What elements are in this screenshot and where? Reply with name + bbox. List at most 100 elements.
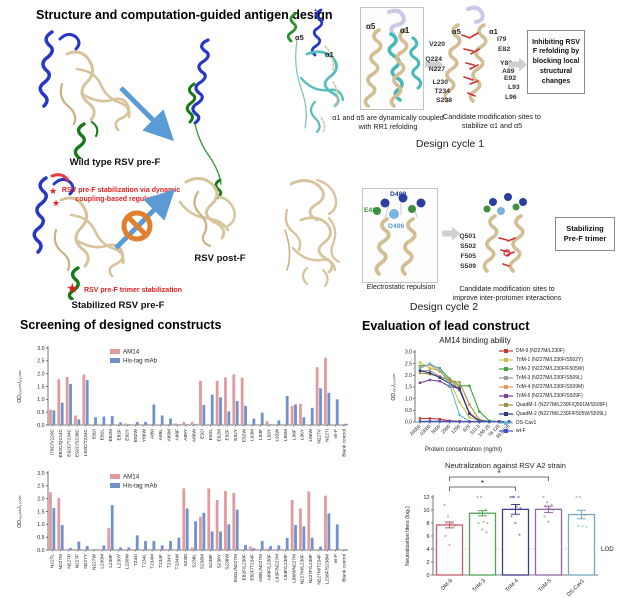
svg-text:E82C/Q224C: E82C/Q224C	[58, 428, 64, 457]
svg-text:S238Y: S238Y	[216, 553, 222, 568]
arrow-wild-to-postf	[119, 86, 175, 142]
cycle1-sites-structure	[444, 5, 488, 103]
cycle2-sites-structure	[482, 193, 527, 273]
legend-entry: QuadM-2 (N227M/L230F/F505W/S509L)	[499, 409, 617, 418]
stab-star-icon: ★	[52, 198, 61, 208]
site-label: L93	[508, 84, 520, 91]
site-label: E92	[504, 75, 517, 82]
svg-text:L96Y: L96Y	[300, 428, 306, 440]
site-label: S238	[436, 97, 452, 104]
site-label: F505	[460, 253, 477, 260]
svg-text:N227F: N227F	[75, 554, 81, 568]
cycle2-trimer-structure	[284, 178, 341, 288]
screening-chart-top: 0.0 0.5 1.0 1.5 2.0 2.5 3.0 OD₄₅₀ₙₘ/₆₃₀ₙₘ I79C/V…	[17, 346, 348, 458]
cycle1-zoom-alpha5-label: α5	[366, 22, 376, 31]
svg-text:Protein concentration (ng/ml): Protein concentration (ng/ml)	[425, 447, 502, 453]
svg-text:E92W: E92W	[241, 429, 247, 443]
site-label: V220	[429, 41, 445, 48]
svg-text:OD₄₅₀ₙₘ/₆₃₀ₙₘ: OD₄₅₀ₙₘ/₆₃₀ₙₘ	[17, 370, 23, 403]
svg-text:0.0: 0.0	[37, 423, 44, 429]
svg-text:0.0: 0.0	[405, 420, 412, 426]
svg-text:DS-Cav1: DS-Cav1	[566, 578, 586, 598]
site-label: S502	[460, 243, 476, 250]
svg-text:625: 625	[462, 423, 472, 433]
svg-text:E82F/L230F: E82F/L230F	[241, 554, 247, 580]
cycle1-zoom-alpha1-label: α1	[400, 26, 410, 35]
svg-text:wt-F: wt-F	[333, 429, 339, 438]
cycle1-sites-caption: Candidate modification sites to stabiliz…	[443, 112, 541, 130]
cycle1-overview-structure	[286, 8, 345, 134]
wild-type-pre-f-structure	[38, 30, 131, 159]
svg-text:DM-9: DM-9	[440, 578, 454, 592]
svg-text:A89M: A89M	[166, 429, 172, 442]
prohibition-icon	[121, 210, 153, 242]
svg-text:1.5: 1.5	[405, 385, 412, 391]
svg-text:E82M: E82M	[108, 429, 114, 442]
svg-text:*: *	[481, 479, 484, 488]
svg-text:T234W: T234W	[175, 554, 181, 570]
svg-text:A89F: A89F	[175, 429, 181, 441]
svg-text:OD₄₅₀ₙₘ/₆₃₀ₙₘ: OD₄₅₀ₙₘ/₆₃₀ₙₘ	[17, 495, 23, 528]
svg-text:L96M/N227M: L96M/N227M	[291, 554, 297, 583]
site-label: E82	[498, 46, 511, 53]
site-label: N227	[428, 66, 445, 73]
svg-text:S238M: S238M	[200, 554, 206, 569]
svg-text:L93M: L93M	[250, 429, 256, 441]
svg-text:0: 0	[426, 573, 429, 579]
svg-text:1.0: 1.0	[37, 522, 44, 528]
cycle1-zoom-caption: α1 and α5 are dynamically coupled with R…	[332, 113, 444, 131]
svg-text:E92F: E92F	[225, 429, 231, 441]
svg-text:1.0: 1.0	[405, 396, 412, 402]
svg-text:L96M: L96M	[283, 429, 289, 441]
binding-chart: 0.00.51.01.52.02.53.0OD₄₅₀/₆₃₀ₙₘ20000100…	[391, 350, 512, 453]
svg-text:A89W: A89W	[191, 429, 197, 443]
svg-text:wt-F: wt-F	[333, 554, 339, 563]
svg-text:2.5: 2.5	[405, 361, 412, 367]
residue-d486-label: D486	[388, 223, 405, 230]
neutralization-chart: Neutralization against RSV A2 strain 0 2 4 6…	[405, 461, 614, 598]
svg-text:S238L: S238L	[191, 554, 197, 568]
screening-title: Screening of designed constructs	[20, 318, 222, 332]
svg-text:TriM-4: TriM-4	[505, 578, 520, 593]
svg-text:0.5: 0.5	[37, 410, 44, 416]
post-f-structure	[178, 38, 236, 248]
cycle1-alpha1-label: α1	[325, 50, 334, 59]
svg-text:3.0: 3.0	[37, 471, 44, 477]
svg-text:4: 4	[426, 547, 429, 553]
svg-text:Neutralization against RSV A2: Neutralization against RSV A2 strain	[445, 461, 566, 470]
svg-text:Blank control: Blank control	[341, 429, 347, 457]
svg-text:L93F/L230F: L93F/L230F	[283, 554, 289, 580]
svg-text:L230Y: L230Y	[116, 553, 122, 568]
site-label: L230	[432, 79, 449, 86]
wild-type-label: Wild type RSV pre-F	[69, 157, 161, 168]
svg-text:E82I: E82I	[91, 429, 97, 439]
arrow-right-icon	[425, 57, 443, 72]
svg-text:0.0: 0.0	[37, 548, 44, 554]
svg-text:10000: 10000	[419, 423, 433, 437]
arrow-right-icon	[442, 226, 460, 241]
site-label: Q224	[425, 56, 442, 63]
legend-entry: DS-Cav1	[499, 418, 617, 427]
svg-text:3.0: 3.0	[405, 350, 412, 356]
svg-text:E82F/T234F: E82F/T234F	[250, 554, 256, 581]
svg-text:0.5: 0.5	[405, 408, 412, 414]
svg-text:2500: 2500	[440, 423, 452, 435]
svg-text:3.0: 3.0	[37, 346, 44, 352]
svg-text:E92M: E92M	[216, 429, 222, 442]
cycle1-sites-alpha5-label: α5	[452, 27, 461, 36]
residue-d489-label: D489	[390, 191, 407, 198]
svg-text:E82L: E82L	[100, 429, 106, 441]
cycle1-sites-alpha1-label: α1	[489, 27, 498, 36]
svg-text:L93F: L93F	[258, 429, 264, 440]
legend-entry: TriM-1 (N227M/L230F/S502Y)	[499, 356, 617, 365]
svg-text:L93Y: L93Y	[266, 428, 272, 440]
svg-text:N227P: N227P	[66, 554, 72, 569]
cycle1-zoom-box	[360, 7, 424, 110]
svg-text:S238F: S238F	[208, 554, 214, 568]
svg-text:2.5: 2.5	[37, 359, 44, 365]
site-label: T234	[434, 88, 451, 95]
svg-text:L230F: L230F	[108, 554, 114, 568]
svg-text:Blank control: Blank control	[341, 554, 347, 582]
arrow-right-icon	[509, 57, 527, 72]
